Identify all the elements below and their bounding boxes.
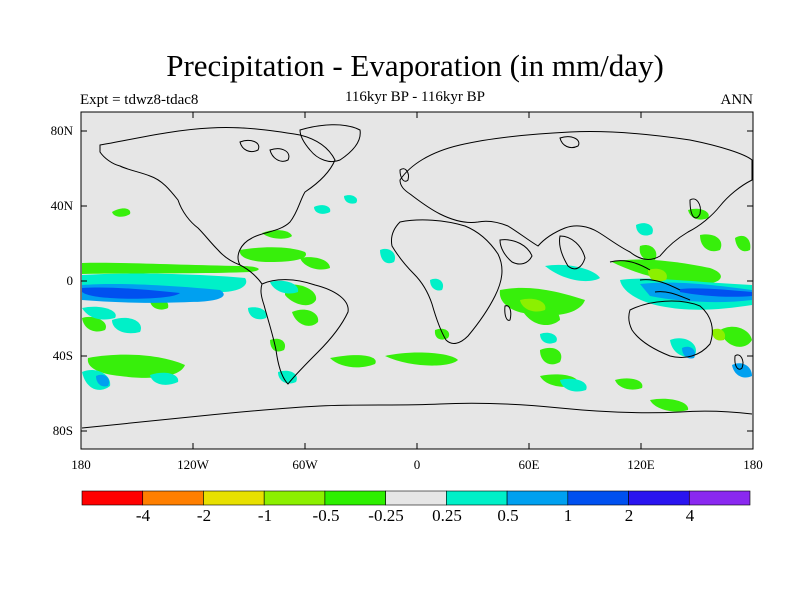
colorbar-swatch xyxy=(446,490,508,506)
colorbar-label: -1 xyxy=(257,506,273,525)
axis-ticks xyxy=(81,112,753,449)
x-tick-label: 0 xyxy=(413,457,421,472)
map-title: Precipitation - Evaporation (in mm/day) xyxy=(166,48,664,83)
experiment-label: Expt = tdwz8-tdac8 xyxy=(80,92,199,108)
colorbar-swatch xyxy=(688,490,751,506)
yellow-patches xyxy=(520,268,726,341)
colorbar-label: 1 xyxy=(563,506,573,525)
colorbar-label: -0.25 xyxy=(368,506,404,525)
x-tick-label: 60W xyxy=(292,457,318,472)
colorbar-label: -4 xyxy=(135,506,151,525)
colorbar xyxy=(81,490,751,506)
x-tick-label: 120W xyxy=(177,457,209,472)
very-strong-wetting-patches xyxy=(82,287,752,299)
colorbar-swatch xyxy=(81,490,144,506)
map-subtitle: 116kyr BP - 116kyr BP xyxy=(344,89,485,105)
colorbar-swatch xyxy=(324,490,386,506)
colorbar-label: -2 xyxy=(196,506,212,525)
y-tick-label: 80S xyxy=(52,423,73,438)
x-tick-label: 180 xyxy=(743,457,763,472)
colorbar-swatch xyxy=(567,490,629,506)
colorbar-label: -0.5 xyxy=(312,506,340,525)
coastlines xyxy=(81,124,753,429)
colorbar-swatch xyxy=(385,490,447,506)
y-tick-label: 80N xyxy=(50,123,73,138)
drying-patches xyxy=(82,208,752,412)
x-tick-label: 60E xyxy=(518,457,540,472)
x-tick-label: 120E xyxy=(627,457,655,472)
season-label: ANN xyxy=(720,92,754,108)
y-tick-label: 40S xyxy=(52,348,73,363)
colorbar-label: 0.5 xyxy=(497,506,519,525)
colorbar-swatch xyxy=(142,490,204,506)
colorbar-label: 2 xyxy=(624,506,634,525)
y-tick-label: 40N xyxy=(50,198,73,213)
colorbar-swatch xyxy=(263,490,326,506)
colorbar-swatch xyxy=(506,490,569,506)
colorbar-label: 4 xyxy=(685,506,695,525)
y-tick-label: 0 xyxy=(66,273,74,288)
colorbar-label: 0.25 xyxy=(432,506,462,525)
colorbar-swatch xyxy=(628,490,690,506)
x-tick-label: 180 xyxy=(71,457,91,472)
colorbar-swatch xyxy=(203,490,265,506)
